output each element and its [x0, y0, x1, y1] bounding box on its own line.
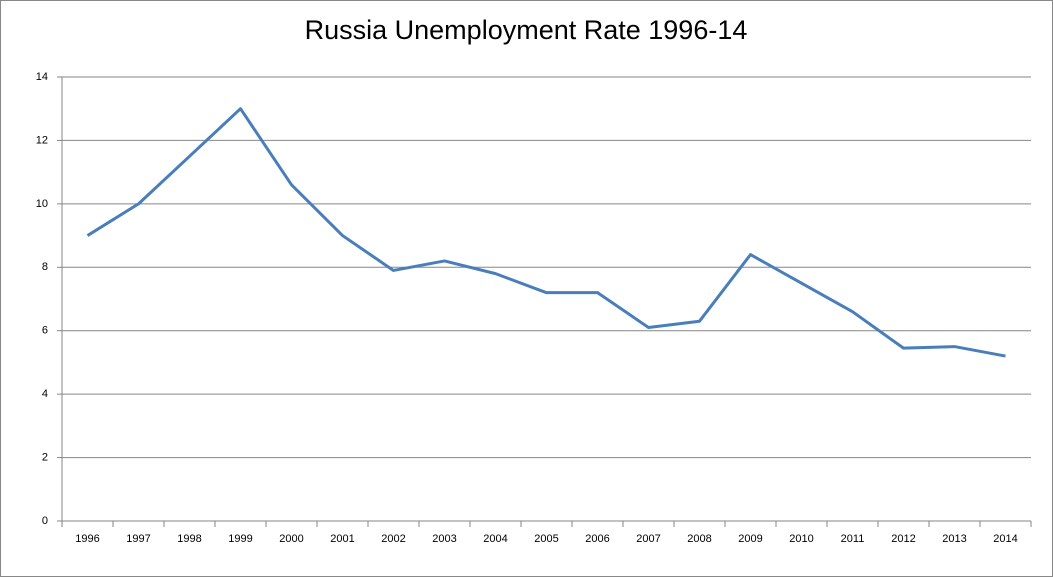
- data-line: [86, 107, 1006, 358]
- x-tick-label: 2008: [687, 533, 711, 545]
- x-tick-label: 2004: [483, 533, 507, 545]
- x-tick-label: 2001: [330, 533, 354, 545]
- y-tick-label: 0: [42, 515, 48, 527]
- y-tick-label: 6: [42, 325, 48, 337]
- x-tick-label: 1999: [228, 533, 252, 545]
- x-tick-label: 2014: [993, 533, 1017, 545]
- x-tick-label: 2000: [279, 533, 303, 545]
- x-tick-label: 2006: [585, 533, 609, 545]
- x-tick-label: 2005: [534, 533, 558, 545]
- x-tick-label: 2010: [789, 533, 813, 545]
- y-tick-label: 12: [36, 134, 48, 146]
- chart-title: Russia Unemployment Rate 1996-14: [305, 15, 748, 45]
- x-tick-label: 2009: [738, 533, 762, 545]
- y-tick-label: 14: [36, 71, 48, 83]
- x-tick-label: 1997: [126, 533, 150, 545]
- y-tick-label: 10: [36, 198, 48, 210]
- x-tick-label: 2011: [841, 533, 865, 545]
- y-tick-label: 2: [42, 451, 48, 463]
- x-tick-label: 2002: [381, 533, 405, 545]
- y-tick-label: 8: [42, 261, 48, 273]
- x-tick-label: 2012: [891, 533, 915, 545]
- x-tick-label: 2007: [636, 533, 660, 545]
- x-tick-label: 1996: [75, 533, 99, 545]
- x-tick-label: 2003: [432, 533, 456, 545]
- y-tick-label: 4: [42, 388, 48, 400]
- x-tick-label: 1998: [177, 533, 201, 545]
- x-tick-label: 2013: [942, 533, 966, 545]
